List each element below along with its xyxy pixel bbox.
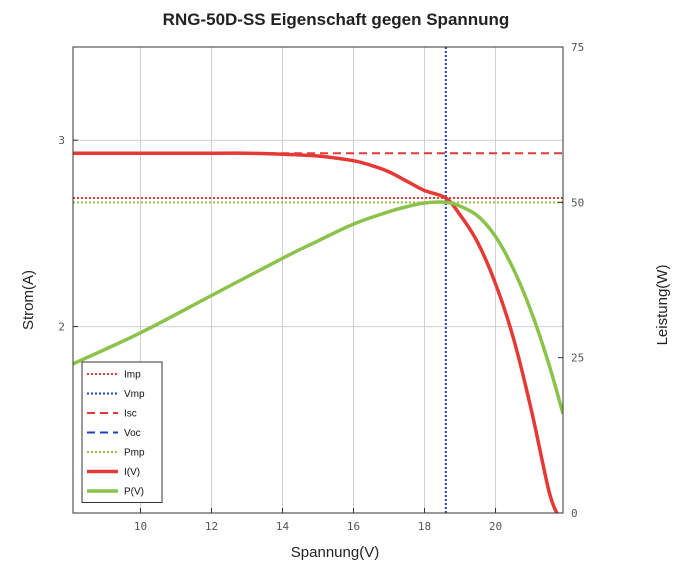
legend-label: I(V) bbox=[124, 467, 140, 478]
series-line-iv bbox=[73, 151, 559, 513]
legend-label: Imp bbox=[124, 370, 141, 381]
legend-label: Voc bbox=[124, 428, 141, 439]
chart-title: RNG-50D-SS Eigenschaft gegen Spannung bbox=[163, 10, 510, 29]
y-right-tick-label: 0 bbox=[571, 507, 578, 520]
legend: Imp Vmp Isc Voc Pmp I(V) P(V) bbox=[81, 361, 163, 503]
x-tick-label: 12 bbox=[205, 520, 218, 533]
plot-frame bbox=[72, 46, 564, 514]
legend-label: Isc bbox=[124, 409, 137, 420]
x-tick-label: 10 bbox=[134, 520, 147, 533]
legend-label: Vmp bbox=[124, 389, 145, 400]
legend-label: P(V) bbox=[124, 487, 144, 498]
x-tick-label: 18 bbox=[418, 520, 431, 533]
y-right-tick-label: 50 bbox=[571, 196, 584, 209]
series-line-pv bbox=[73, 200, 563, 415]
y-axis-left-label: Strom(A) bbox=[20, 270, 37, 330]
x-tick-label: 14 bbox=[276, 520, 290, 533]
x-tick-label: 20 bbox=[489, 520, 502, 533]
y-right-tick-label: 25 bbox=[571, 352, 584, 365]
x-axis-label: Spannung(V) bbox=[291, 544, 379, 561]
y-left-tick-label: 2 bbox=[58, 321, 65, 334]
x-tick-label: 16 bbox=[347, 520, 360, 533]
legend-label: Pmp bbox=[124, 448, 145, 459]
y-left-tick-label: 3 bbox=[58, 134, 65, 147]
y-axis-right-label: Leistung(W) bbox=[654, 265, 671, 346]
ticks: 10 12 14 16 18 20 2 3 0 25 50 75 bbox=[58, 41, 584, 533]
legend-box bbox=[81, 361, 163, 503]
y-right-tick-label: 75 bbox=[571, 41, 584, 54]
series-lines bbox=[73, 151, 563, 513]
